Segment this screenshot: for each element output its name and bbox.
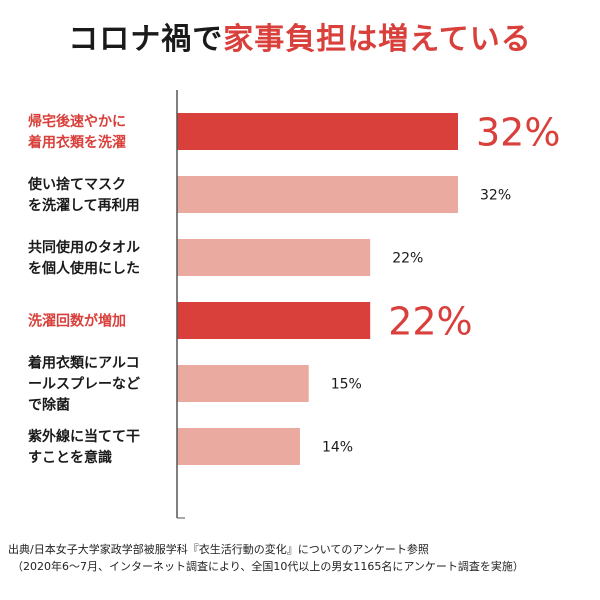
title-prefix: コロナ禍で xyxy=(68,22,224,57)
source-line-1: 出典/日本女子大学家政学部被服学科『衣生活行動の変化』についてのアンケート参照 xyxy=(8,543,429,556)
chart-title: コロナ禍で家事負担は増えている xyxy=(0,14,600,58)
category-label-6-line-2: すことを意識 xyxy=(28,449,112,466)
category-label-2-line-1: 使い捨てマスク xyxy=(27,176,126,193)
category-label-6-line-1: 紫外線に当てて干 xyxy=(28,428,140,445)
category-label-5-line-1: 着用衣類にアルコ xyxy=(27,355,140,372)
bar-3 xyxy=(177,239,371,276)
value-label-5: 15% xyxy=(331,377,362,393)
category-label-4-line-1: 洗濯回数が増加 xyxy=(28,313,126,330)
category-label-5-line-3: で除菌 xyxy=(28,397,70,414)
bar-4 xyxy=(177,302,371,339)
category-label-3-line-1: 共同使用のタオル xyxy=(28,239,140,256)
value-label-2: 32% xyxy=(480,188,511,204)
category-label-1-line-2: 着用衣類を洗濯 xyxy=(27,134,126,151)
bar-5 xyxy=(177,365,309,402)
category-label-2-line-2: を洗濯して再利用 xyxy=(28,197,140,214)
source-line-2: （2020年6～7月、インターネット調査により、全国10代以上の男女1165名に… xyxy=(12,560,524,573)
value-label-1: 32% xyxy=(476,111,560,155)
category-label-5-line-2: ールスプレーなど xyxy=(28,377,140,393)
title-highlight: 家事負担は増えている xyxy=(223,22,532,57)
value-label-6: 14% xyxy=(322,440,353,456)
category-label-3-line-2: を個人使用にした xyxy=(28,260,140,277)
value-label-3: 22% xyxy=(392,251,423,267)
bar-1 xyxy=(177,113,458,150)
source-note: 出典/日本女子大学家政学部被服学科『衣生活行動の変化』についてのアンケート参照 … xyxy=(8,541,598,575)
bar-6 xyxy=(177,428,300,465)
category-label-1-line-1: 帰宅後速やかに xyxy=(28,113,126,130)
bar-2 xyxy=(177,176,458,213)
value-label-4: 22% xyxy=(388,300,472,344)
